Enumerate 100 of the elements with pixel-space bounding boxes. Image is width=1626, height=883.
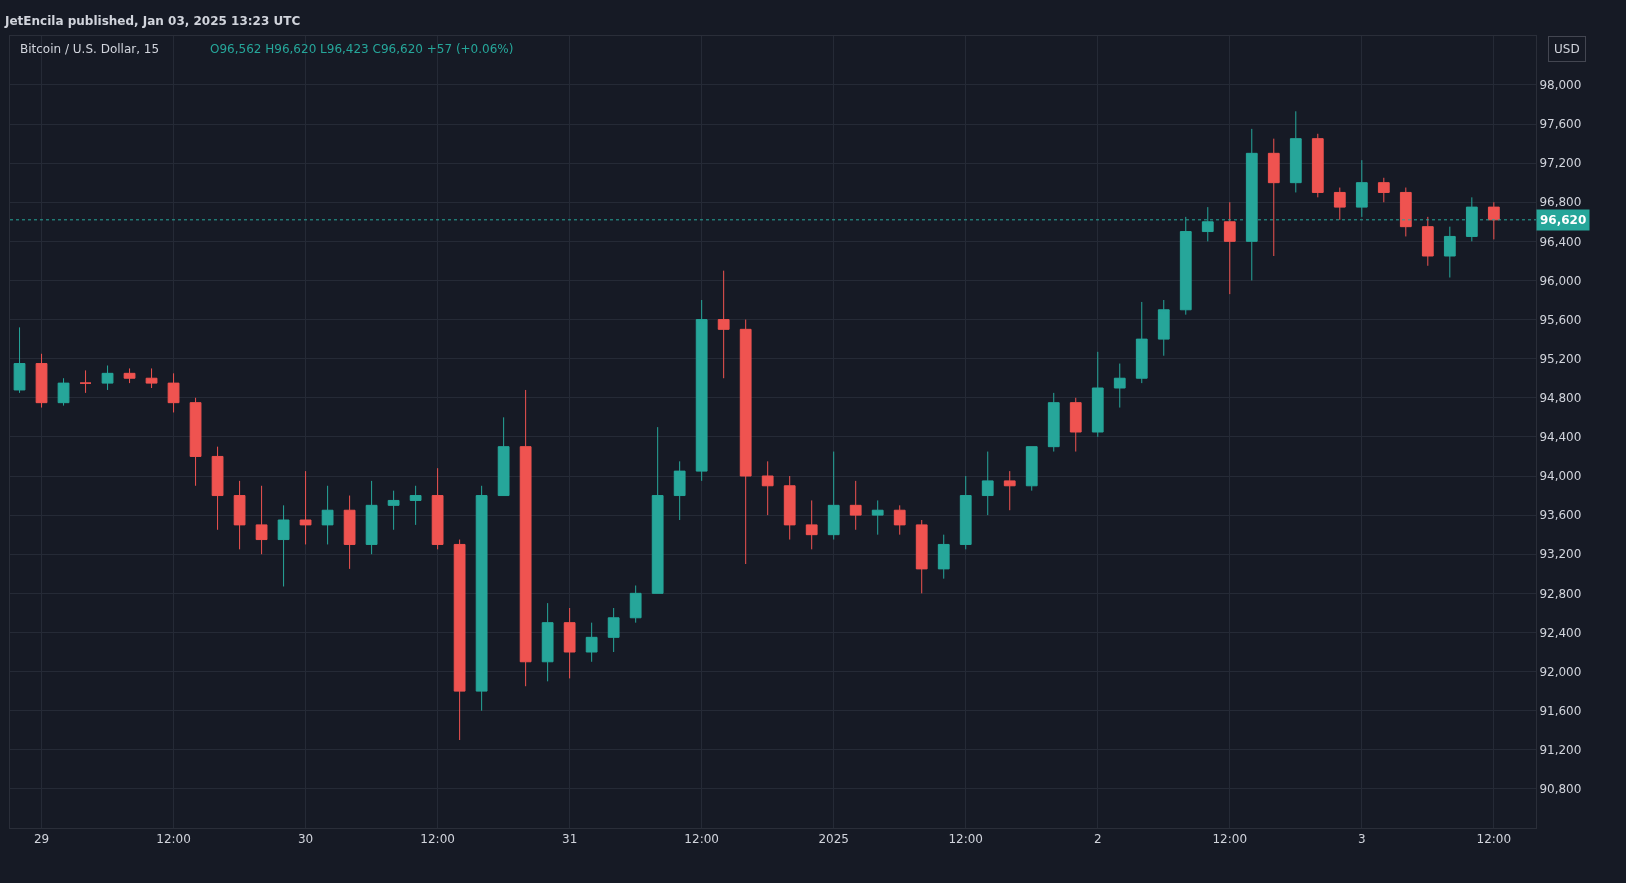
candlestick <box>585 622 598 663</box>
candlestick <box>453 539 466 741</box>
text: Bitcoin / U.S. Dollar, 15 <box>20 42 160 56</box>
candlestick <box>475 485 488 712</box>
candlestick <box>629 585 642 624</box>
candlestick <box>387 490 400 531</box>
candlestick <box>167 372 180 413</box>
y-tick-label: 90,800 <box>1539 782 1582 797</box>
candlestick <box>937 534 950 580</box>
ref-line-label: 96,620 <box>1540 213 1587 227</box>
x-tick-label: 29 <box>33 832 50 847</box>
x-tick-label: 30 <box>297 832 314 847</box>
candlestick <box>1091 351 1104 438</box>
candlestick <box>871 499 884 536</box>
candlestick <box>849 480 862 531</box>
candlestick <box>409 485 422 526</box>
y-tick-label: 94,400 <box>1539 430 1582 445</box>
x-tick-label: 2 <box>1093 832 1102 847</box>
x-tick-label: 12:00 <box>1476 832 1512 847</box>
candlestick <box>1289 110 1302 193</box>
x-tick-label: 12:00 <box>420 832 455 847</box>
annotation: O96,562 H96,620 L96,423 C96,620 +57 (+0.06%) <box>210 42 514 56</box>
candlestick <box>1157 299 1170 357</box>
y-tick-label: 93,200 <box>1539 547 1582 562</box>
candlestick <box>233 480 246 550</box>
candlestick <box>981 451 994 516</box>
x-tick-label: 3 <box>1357 832 1366 847</box>
x-tick-label: 31 <box>562 832 578 847</box>
y-tick-label: 95,200 <box>1539 351 1582 366</box>
candlestick <box>695 299 708 482</box>
candlestick <box>79 369 92 394</box>
candlestick <box>145 367 158 389</box>
x-tick-label: 12:00 <box>1212 832 1248 847</box>
candlestick <box>255 485 268 555</box>
x-tick-label: 12:00 <box>948 832 984 847</box>
y-tick-label: 98,000 <box>1539 78 1582 93</box>
x-tick-label: 12:00 <box>156 832 191 847</box>
y-tick-label: 95,600 <box>1539 312 1582 327</box>
candlestick <box>1443 226 1456 279</box>
candlestick <box>673 460 686 521</box>
candlestick <box>1399 187 1412 237</box>
y-tick-label: 97,200 <box>1539 156 1582 171</box>
y-tick-label: 91,200 <box>1539 742 1582 757</box>
candlestick <box>1223 201 1236 295</box>
y-tick-label: 92,000 <box>1539 664 1582 679</box>
candlestick <box>1267 138 1280 257</box>
candlestick <box>761 460 774 516</box>
candlestick <box>563 607 576 679</box>
candlestick <box>739 319 752 565</box>
y-tick-label: 91,600 <box>1539 703 1582 718</box>
candlestick <box>1421 216 1434 267</box>
candlestick <box>343 495 356 570</box>
candlestick <box>211 446 224 531</box>
x-tick-label: 12:00 <box>684 832 719 847</box>
candlestick <box>607 607 620 653</box>
y-tick-label: 92,800 <box>1539 586 1582 601</box>
candlestick <box>651 426 664 594</box>
candlestick <box>519 389 532 687</box>
y-tick-label: 97,600 <box>1539 117 1582 132</box>
candlestick <box>959 475 972 550</box>
y-tick-label: 93,600 <box>1539 508 1582 523</box>
y-tick-label: 96,000 <box>1539 273 1582 288</box>
candlestick <box>277 504 290 587</box>
candlestick <box>1355 159 1368 218</box>
candlestick <box>717 270 730 379</box>
y-tick-label: 96,400 <box>1539 234 1582 249</box>
candlestick <box>35 353 48 409</box>
candlestick <box>783 475 796 541</box>
candlestick <box>1047 392 1060 453</box>
candlestick <box>101 365 114 391</box>
candlestick <box>431 467 444 550</box>
candlestick <box>1311 133 1324 198</box>
candlestick <box>321 485 334 545</box>
candlestick <box>1113 363 1126 409</box>
candlestick <box>13 326 26 394</box>
text: USD <box>1554 42 1580 56</box>
candlestick <box>893 504 906 536</box>
candlestick <box>1377 177 1390 203</box>
candlestick <box>1135 301 1148 384</box>
candlestick <box>299 470 312 545</box>
x-tick-label: 2025 <box>818 832 849 847</box>
candlestick <box>365 480 378 555</box>
candlestick <box>1487 201 1500 240</box>
candlestick <box>1025 446 1038 492</box>
candlestick <box>123 367 136 384</box>
candlestick <box>497 416 510 497</box>
candlestick <box>1069 397 1082 453</box>
y-tick-label: 94,800 <box>1539 390 1582 405</box>
candlestick <box>805 499 818 550</box>
candlestick <box>189 397 202 487</box>
candlestick <box>1333 187 1346 221</box>
y-tick-label: 92,400 <box>1539 625 1582 640</box>
candlestick <box>57 377 70 407</box>
candlestick <box>915 519 928 594</box>
candlestick <box>1003 470 1016 511</box>
y-tick-label: 94,000 <box>1539 469 1582 484</box>
chart-title: JetEncila published, Jan 03, 2025 13:23 UTC <box>4 14 301 28</box>
candlestick <box>541 602 554 682</box>
y-tick-label: 96,800 <box>1539 195 1582 210</box>
candlestick <box>827 451 840 541</box>
